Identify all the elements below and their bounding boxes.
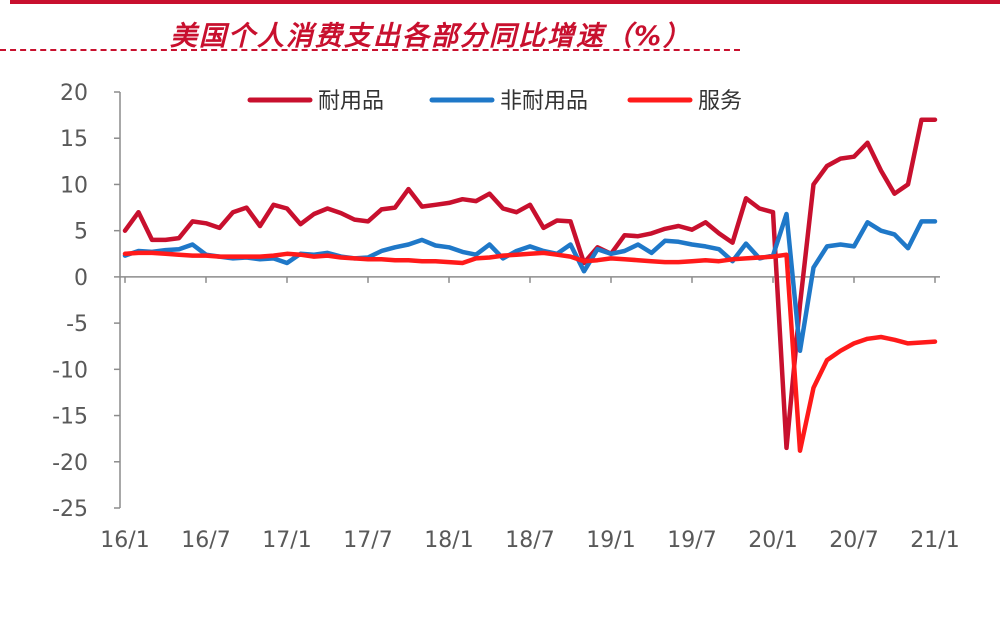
x-tick-label: 16/1 [100, 528, 149, 553]
y-tick-label: 20 [60, 81, 88, 106]
title-bar: 美国个人消费支出各部分同比增速（%） [0, 0, 1000, 58]
y-tick-label: -25 [52, 497, 88, 522]
axes [119, 92, 940, 508]
legend-label-3: 服务 [698, 89, 742, 114]
x-tick-label: 18/1 [424, 528, 473, 553]
title-underline [0, 49, 740, 51]
x-tick-label: 19/1 [586, 528, 635, 553]
x-tick-label: 20/7 [829, 528, 878, 553]
chart-title: 美国个人消费支出各部分同比增速（%） [170, 21, 693, 52]
x-tick-label: 19/7 [667, 528, 716, 553]
y-tick-label: 10 [60, 173, 88, 198]
y-tick-label: -20 [52, 451, 88, 476]
x-tick-label: 17/1 [262, 528, 311, 553]
y-axis-ticks: 20 15 10 5 0 -5 -10 -15 -20 -25 [52, 81, 120, 522]
x-tick-label: 20/1 [748, 528, 797, 553]
series-layer [122, 117, 938, 453]
y-tick-label: 0 [74, 266, 88, 291]
series-line-3 [122, 250, 938, 453]
title-rule [10, 0, 1000, 4]
legend-label-1: 耐用品 [318, 89, 384, 114]
x-tick-label: 21/1 [910, 528, 959, 553]
x-tick-label: 18/7 [505, 528, 554, 553]
y-tick-label: 15 [60, 127, 88, 152]
y-tick-label: -10 [52, 358, 88, 383]
y-tick-label: -15 [52, 405, 88, 430]
legend-label-2: 非耐用品 [500, 89, 588, 114]
y-tick-label: -5 [66, 312, 88, 337]
series-line-1 [122, 117, 938, 451]
legend: 耐用品 非耐用品 服务 [247, 89, 742, 114]
x-axis-ticks: 16/1 16/7 17/1 17/7 18/1 18/7 19/1 19/7 20/1 20/7… [100, 276, 960, 553]
x-tick-label: 16/7 [181, 528, 230, 553]
y-tick-label: 5 [74, 220, 88, 245]
series-line-2 [122, 211, 938, 354]
x-tick-label: 17/7 [343, 528, 392, 553]
